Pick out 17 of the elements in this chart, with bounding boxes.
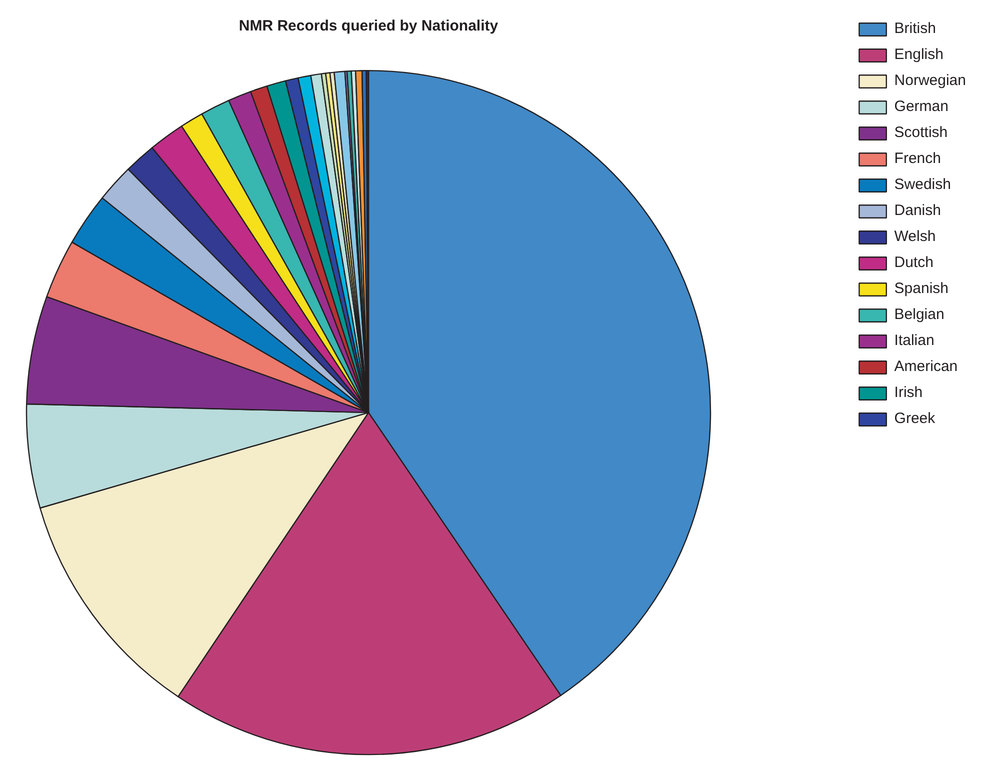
legend-label: Welsh: [894, 228, 936, 245]
legend-label: Swedish: [894, 176, 951, 193]
legend-label: British: [894, 20, 936, 37]
legend-label: French: [894, 150, 941, 167]
legend-label: Irish: [894, 384, 923, 401]
legend-label: Norwegian: [894, 72, 966, 89]
legend-label: Danish: [894, 202, 941, 219]
legend-label: English: [894, 46, 944, 63]
legend-label: Greek: [894, 410, 936, 427]
legend-label: German: [894, 98, 948, 115]
legend-label: American: [894, 358, 958, 375]
legend-label: Spanish: [894, 280, 948, 297]
legend-label: Italian: [894, 332, 934, 349]
chart-title: NMR Records queried by Nationality: [238, 18, 499, 35]
legend-label: Dutch: [894, 254, 934, 271]
legend-label: Belgian: [894, 306, 944, 323]
legend-label: Scottish: [894, 124, 948, 141]
